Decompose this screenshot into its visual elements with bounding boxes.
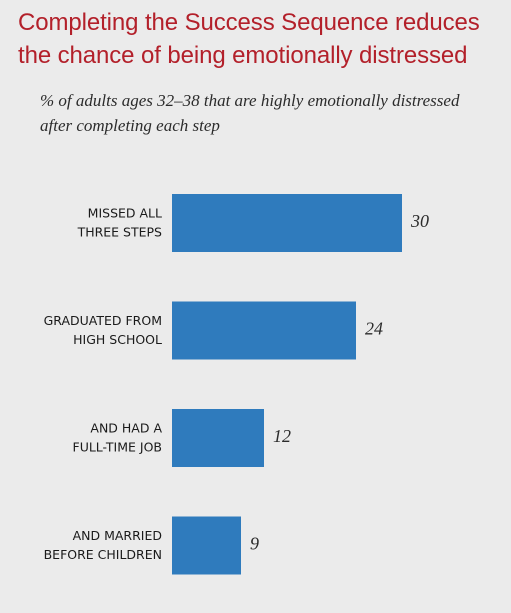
bar-2: [172, 409, 264, 467]
category-label-0-line-0: MISSED ALL: [88, 206, 162, 221]
category-label-1-line-0: GRADUATED FROM: [44, 313, 162, 328]
bar-value-label-3: 9: [250, 534, 259, 554]
category-label-3: AND MARRIED BEFORE CHILDREN: [44, 528, 162, 562]
category-label-1-line-1: HIGH SCHOOL: [73, 332, 162, 347]
chart-title: Completing the Success Sequence reduces …: [18, 9, 480, 69]
bar-0: [172, 194, 402, 252]
chart-subtitle: % of adults ages 32–38 that are highly e…: [40, 91, 460, 135]
category-label-2-line-0: AND HAD A: [90, 421, 162, 436]
bar-value-label-0: 30: [410, 211, 429, 231]
category-label-2-line-1: FULL-TIME JOB: [73, 440, 163, 455]
category-label-0-line-1: THREE STEPS: [77, 225, 162, 240]
bar-value-label-1: 24: [365, 319, 383, 339]
category-label-1: GRADUATED FROM HIGH SCHOOL: [44, 313, 162, 347]
category-label-0: MISSED ALL THREE STEPS: [77, 206, 162, 240]
bar-3: [172, 516, 241, 575]
bar-value-label-2: 12: [273, 426, 291, 446]
bar-1: [172, 301, 356, 360]
category-label-2: AND HAD A FULL-TIME JOB: [73, 421, 163, 455]
category-label-3-line-1: BEFORE CHILDREN: [44, 547, 162, 562]
category-label-3-line-0: AND MARRIED: [73, 528, 162, 543]
